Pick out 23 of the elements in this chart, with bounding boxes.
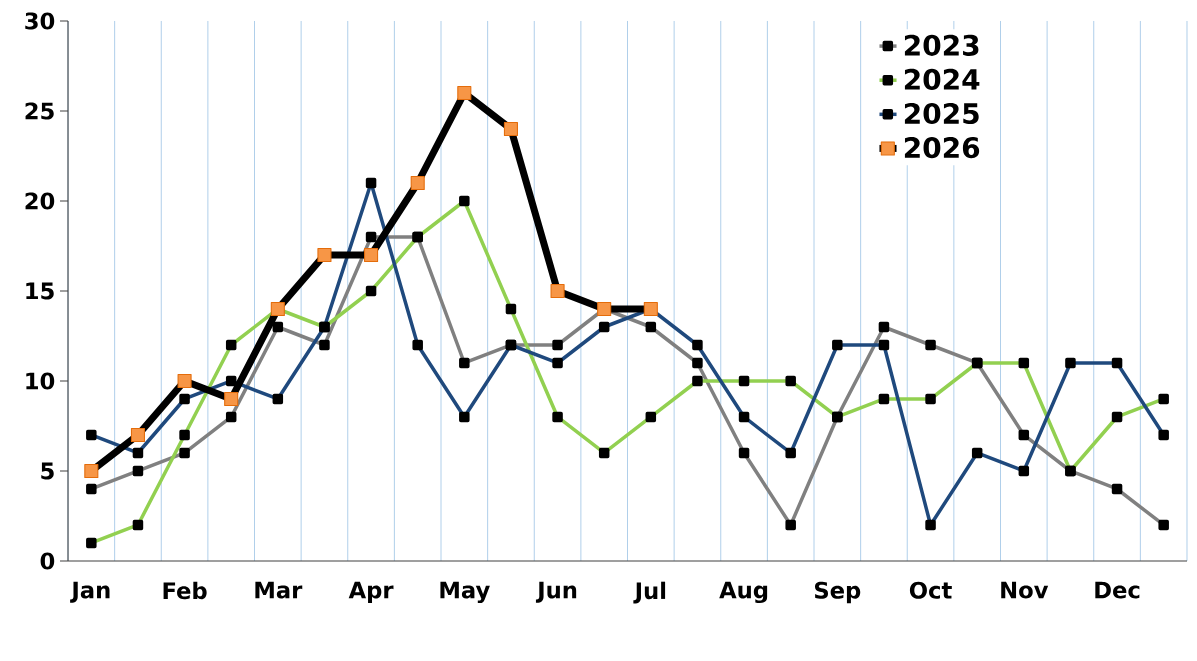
x-tick-label: May: [440, 581, 490, 604]
legend-label: 2024: [904, 68, 980, 90]
y-tick-label: 10: [26, 372, 55, 390]
x-tick-label: Aug: [719, 581, 768, 604]
y-tick-label: 30: [25, 12, 55, 30]
x-tick-label: Apr: [348, 581, 394, 603]
x-tick-label: Feb: [163, 581, 207, 600]
x-tick-label: Jan: [70, 581, 110, 603]
x-tick-label: Dec: [1095, 581, 1140, 599]
y-tick-label: 5: [41, 462, 54, 480]
y-tick-label: 0: [40, 552, 55, 570]
y-tick-label: 20: [25, 192, 55, 210]
x-tick-label: Mar: [255, 581, 303, 599]
legend-label: 2026: [904, 137, 980, 159]
y-tick-label: 15: [26, 282, 54, 300]
x-tick-label: Sep: [814, 581, 861, 604]
x-tick-label: Oct: [909, 581, 952, 599]
x-tick-label: Nov: [1001, 581, 1049, 599]
x-tick-label: Jul: [633, 581, 666, 604]
y-tick-label: 25: [25, 102, 54, 120]
legend-label: 2025: [904, 102, 979, 125]
legend-label: 2023: [904, 34, 979, 56]
x-tick-label: Jun: [535, 581, 577, 603]
